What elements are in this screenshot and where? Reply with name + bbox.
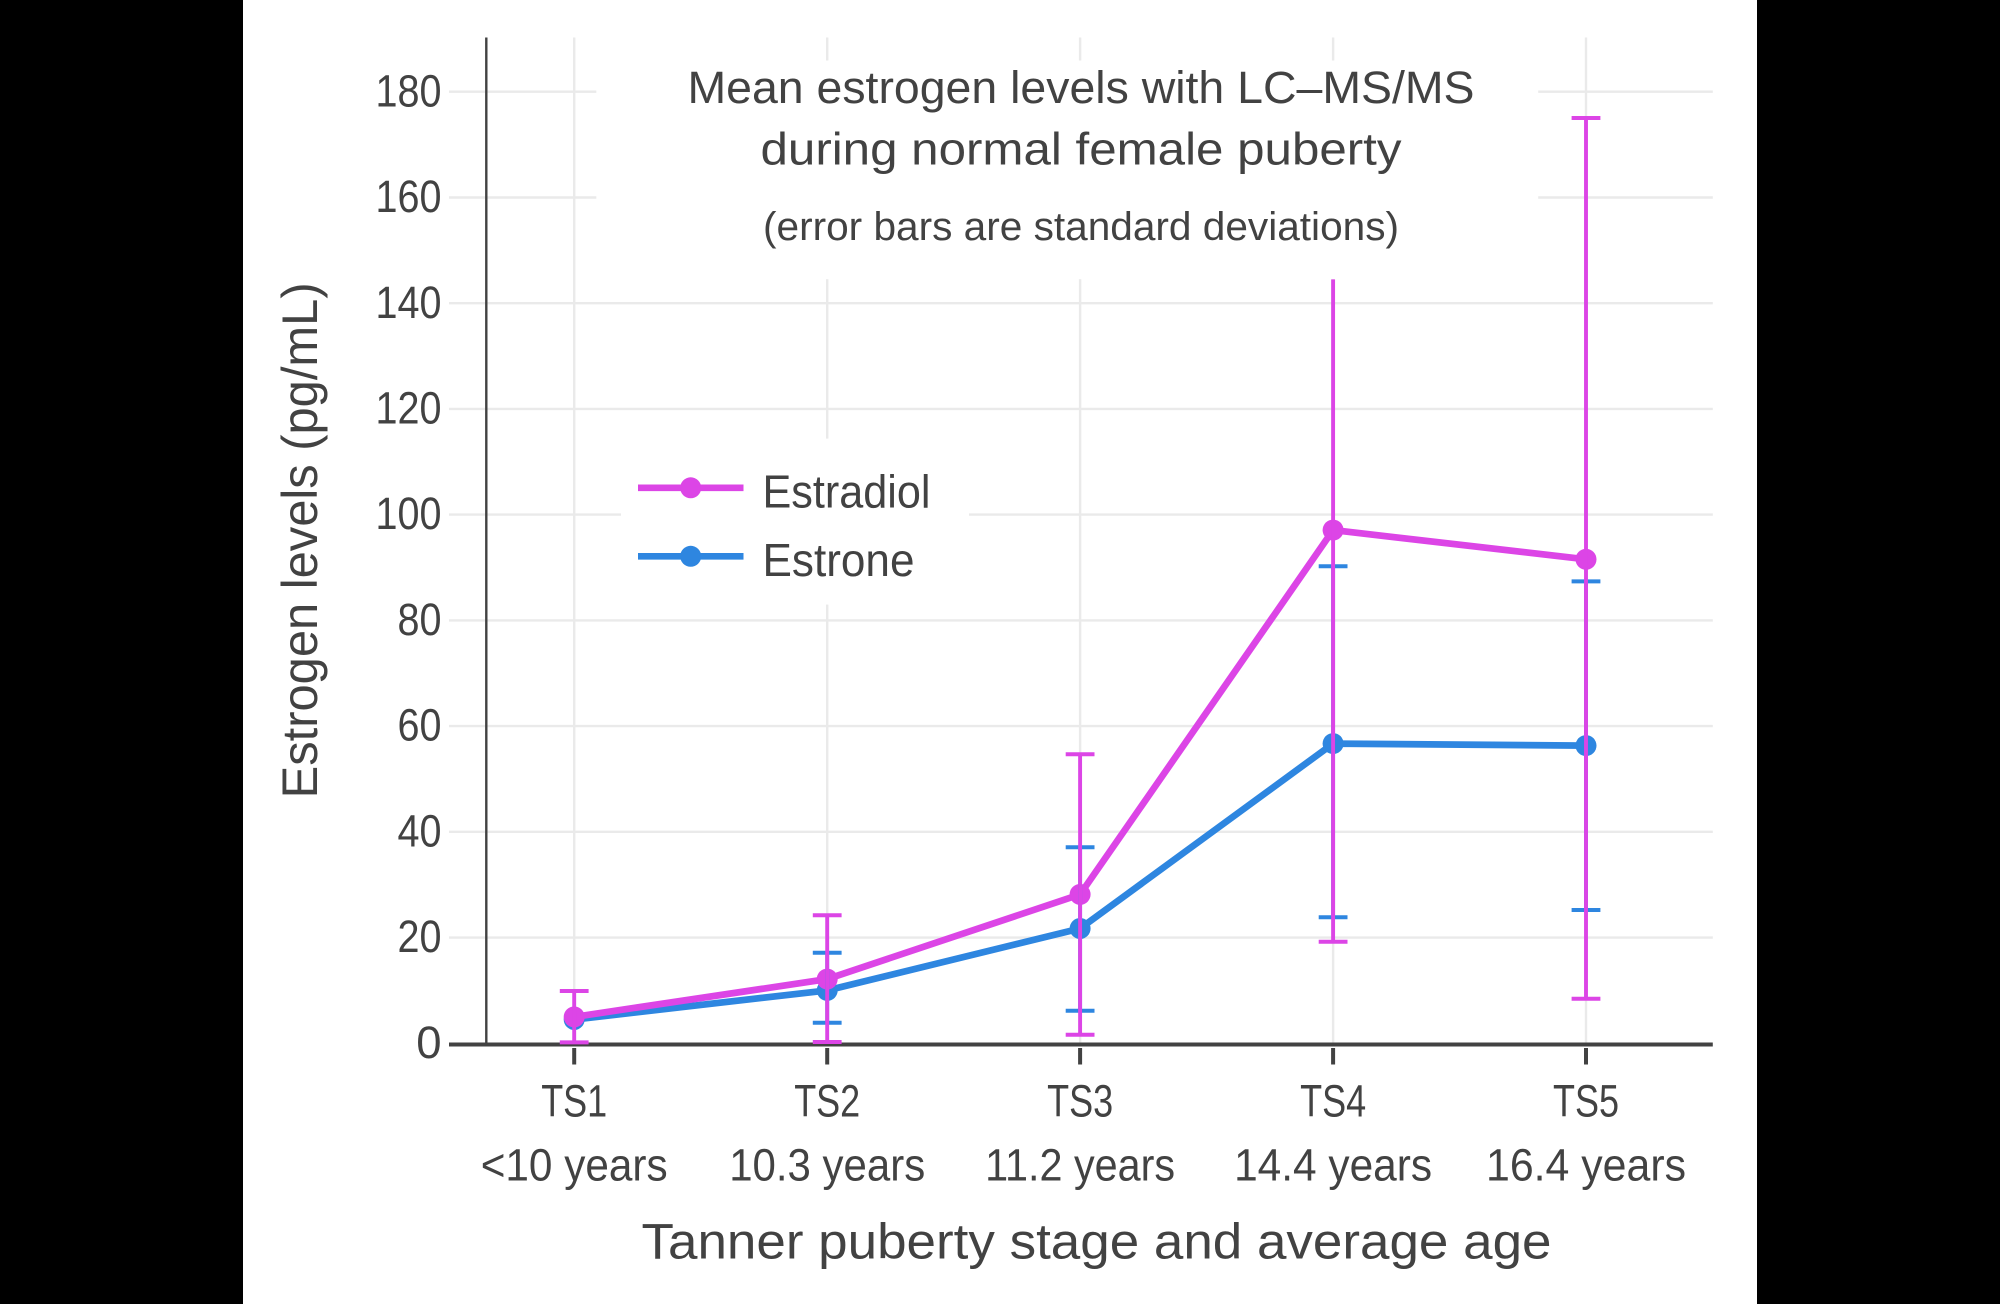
svg-text:Estrogen levels (pg/mL): Estrogen levels (pg/mL) xyxy=(272,282,328,798)
svg-text:Estradiol: Estradiol xyxy=(763,465,931,517)
svg-text:40: 40 xyxy=(398,805,442,856)
svg-text:140: 140 xyxy=(376,277,442,328)
svg-text:120: 120 xyxy=(376,383,442,434)
svg-text:during normal female puberty: during normal female puberty xyxy=(761,123,1402,174)
svg-text:100: 100 xyxy=(376,488,442,539)
svg-text:80: 80 xyxy=(398,594,442,645)
svg-text:TS1: TS1 xyxy=(541,1075,607,1126)
svg-text:10.3 years: 10.3 years xyxy=(729,1140,925,1191)
svg-text:TS2: TS2 xyxy=(794,1075,860,1126)
svg-text:TS4: TS4 xyxy=(1300,1075,1366,1126)
svg-text:Mean estrogen levels with LC–M: Mean estrogen levels with LC–MS/MS xyxy=(688,62,1475,113)
svg-text:TS5: TS5 xyxy=(1553,1075,1619,1126)
svg-text:16.4 years: 16.4 years xyxy=(1486,1140,1686,1191)
svg-text:20: 20 xyxy=(398,911,442,962)
svg-text:Estrone: Estrone xyxy=(763,534,915,586)
svg-text:160: 160 xyxy=(376,171,442,222)
svg-text:60: 60 xyxy=(398,700,442,751)
svg-text:TS3: TS3 xyxy=(1047,1075,1113,1126)
svg-text:180: 180 xyxy=(376,65,442,116)
svg-text:0: 0 xyxy=(416,1017,441,1068)
svg-text:11.2 years: 11.2 years xyxy=(985,1140,1175,1191)
svg-text:(error bars are standard devia: (error bars are standard deviations) xyxy=(763,205,1399,249)
svg-text:14.4 years: 14.4 years xyxy=(1234,1140,1432,1191)
svg-text:Tanner puberty stage and avera: Tanner puberty stage and average age xyxy=(642,1213,1552,1269)
svg-text:<10 years: <10 years xyxy=(481,1140,668,1191)
